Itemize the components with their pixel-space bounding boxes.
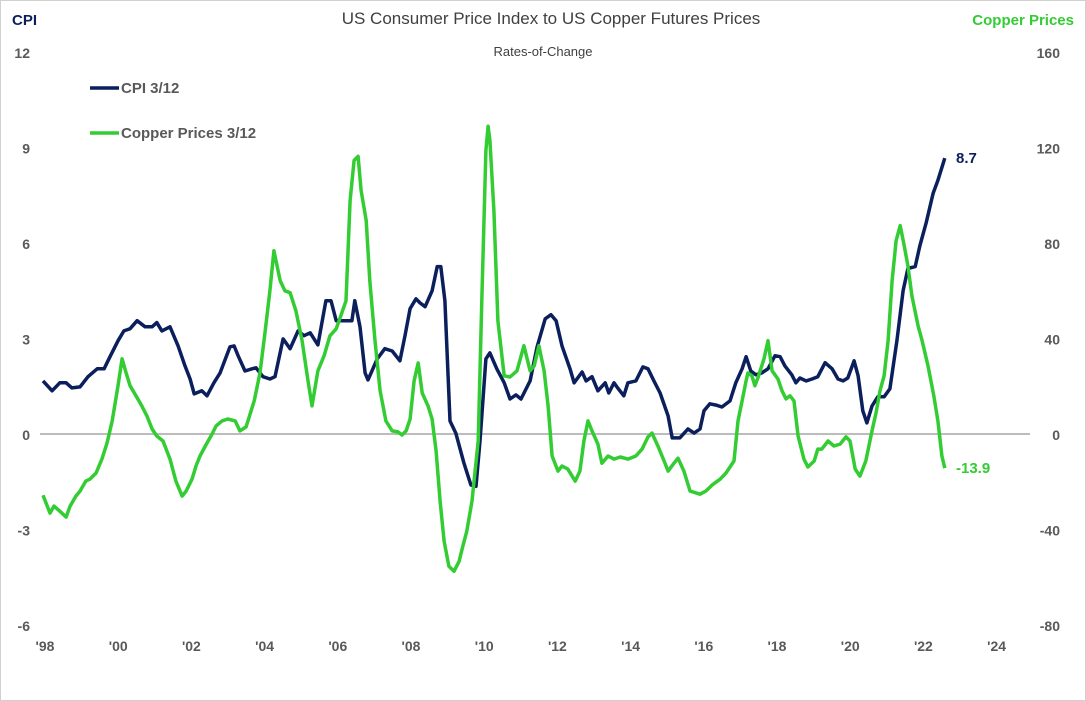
x-tick-label: '14	[621, 638, 640, 654]
chart-subtitle: Rates-of-Change	[494, 44, 593, 59]
right-tick-label: 0	[1052, 427, 1060, 443]
cpi-series-line	[41, 157, 947, 489]
chart-title: US Consumer Price Index to US Copper Fut…	[342, 9, 761, 28]
right-tick-label: -80	[1040, 618, 1060, 634]
right-tick-label: 40	[1044, 332, 1060, 348]
x-tick-label: '02	[182, 638, 201, 654]
x-tick-label: '12	[548, 638, 567, 654]
right-tick-label: -40	[1040, 523, 1060, 539]
left-tick-label: 9	[22, 141, 30, 157]
right-axis-ticks: 160 120 80 40 0 -40 -80	[1037, 45, 1061, 634]
left-axis-title: CPI	[12, 12, 37, 29]
x-tick-label: '22	[914, 638, 933, 654]
right-axis-title: Copper Prices	[972, 12, 1074, 29]
left-tick-label: 6	[22, 236, 30, 252]
x-tick-label: '00	[109, 638, 128, 654]
x-tick-label: '06	[328, 638, 347, 654]
right-tick-label: 120	[1037, 141, 1061, 157]
left-tick-label: 3	[22, 332, 30, 348]
left-tick-label: -6	[18, 618, 31, 634]
x-axis-ticks: '98 '00 '02 '04 '06 '08 '10 '12 '14 '16 '18 '20 '22 '…	[36, 638, 1007, 654]
left-tick-label: 0	[22, 427, 30, 443]
cpi-end-label: 8.7	[956, 150, 977, 167]
right-tick-label: 160	[1037, 45, 1061, 61]
legend: CPI 3/12 Copper Prices 3/12	[90, 80, 256, 142]
x-tick-label: '24	[987, 638, 1006, 654]
left-tick-label: 12	[14, 45, 30, 61]
x-tick-label: '16	[694, 638, 713, 654]
copper-end-label: -13.9	[956, 460, 990, 477]
x-tick-label: '04	[255, 638, 274, 654]
legend-label-copper: Copper Prices 3/12	[121, 125, 256, 142]
legend-label-cpi: CPI 3/12	[121, 80, 179, 97]
x-tick-label: '20	[841, 638, 860, 654]
right-tick-label: 80	[1044, 236, 1060, 252]
left-axis-ticks: 12 9 6 3 0 -3 -6	[14, 45, 30, 634]
copper-series-line	[41, 124, 947, 574]
x-tick-label: '08	[402, 638, 421, 654]
left-tick-label: -3	[18, 523, 31, 539]
x-tick-label: '18	[768, 638, 787, 654]
x-tick-label: '98	[36, 638, 55, 654]
x-tick-label: '10	[475, 638, 494, 654]
